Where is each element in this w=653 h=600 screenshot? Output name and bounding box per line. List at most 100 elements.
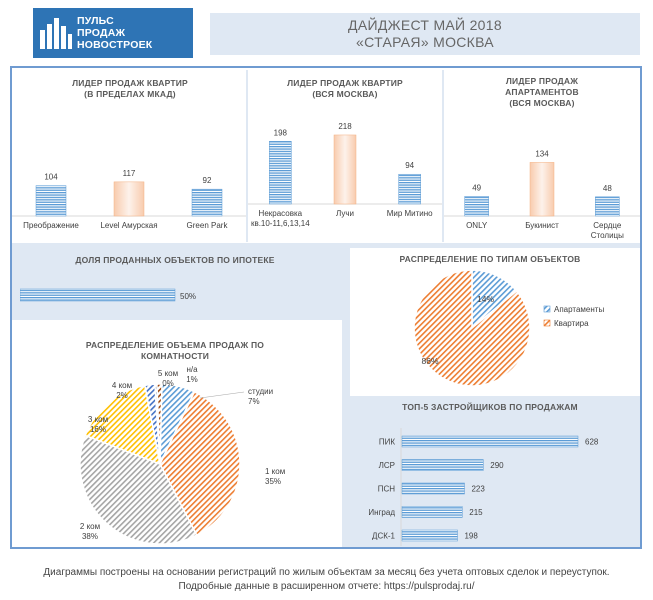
slice-category-label-6: н/а bbox=[186, 365, 198, 374]
value-label-2: 223 bbox=[471, 485, 485, 494]
footer-line-2: Подробные данные в расширенном отчете: h… bbox=[178, 581, 475, 592]
chart1-title: ЛИДЕР ПРОДАЖ КВАРТИР (В ПРЕДЕЛАХ МКАД) bbox=[30, 78, 230, 100]
legend-swatch-0 bbox=[543, 305, 551, 313]
bar-3 bbox=[401, 506, 463, 518]
mortgage-bar bbox=[20, 288, 176, 302]
logo-line-2: ПРОДАЖ bbox=[77, 27, 126, 39]
slice-category-label-1: 1 ком bbox=[265, 467, 285, 476]
chart1-title-line-1: ЛИДЕР ПРОДАЖ КВАРТИР bbox=[72, 78, 188, 88]
divider-1 bbox=[246, 70, 248, 242]
logo-line-1: ПУЛЬС bbox=[77, 15, 114, 27]
category-label-0-0: Преображение bbox=[23, 221, 79, 230]
slice-2 bbox=[79, 434, 198, 544]
category-label-0-0: ONLY bbox=[466, 221, 488, 230]
bar-2 bbox=[398, 173, 421, 205]
category-label-1-0: Лучи bbox=[336, 209, 354, 218]
slice-category-label-2: 2 ком bbox=[80, 522, 100, 531]
slice-value-label-3: 16% bbox=[90, 425, 106, 434]
category-label-1-0: Букинист bbox=[525, 221, 559, 230]
digest-title-line-2: «СТАРАЯ» МОСКВА bbox=[356, 34, 494, 50]
bar-1 bbox=[333, 134, 357, 205]
category-label-2-0: Green Park bbox=[187, 221, 229, 230]
types-title: РАСПРЕДЕЛЕНИЕ ПО ТИПАМ ОБЪЕКТОВ bbox=[399, 254, 581, 264]
slice-0 bbox=[471, 269, 518, 330]
value-label-4: 198 bbox=[464, 532, 478, 541]
band-developers bbox=[342, 396, 640, 547]
bar-2 bbox=[595, 196, 620, 217]
rooms-title-line-1: РАСПРЕДЕЛЕНИЕ ОБЪЕМА ПРОДАЖ ПО bbox=[85, 340, 265, 350]
bar-2 bbox=[401, 482, 465, 495]
bar-0 bbox=[269, 141, 292, 205]
mortgage-value-label: 50% bbox=[180, 292, 196, 301]
category-label-0-0: Некрасовка bbox=[259, 209, 303, 218]
category-label-0-1: кв.10-11,6,13,14 bbox=[251, 219, 310, 228]
slice-label-1: 86% bbox=[421, 356, 438, 366]
bar-4 bbox=[401, 529, 458, 542]
slice-value-label-6: 1% bbox=[186, 375, 198, 384]
slice-category-label-0: студии bbox=[248, 387, 273, 396]
bar-0 bbox=[401, 435, 579, 448]
value-label-2: 48 bbox=[603, 184, 612, 193]
types-pie-chart: 14% 86% Апартаменты Квартира bbox=[413, 269, 604, 387]
chart2-title-line-2: (ВСЯ МОСКВА) bbox=[312, 89, 378, 99]
footer-line-1: Диаграммы построены на основании регистр… bbox=[43, 567, 610, 578]
slice-value-label-4: 2% bbox=[116, 391, 128, 400]
digest-title-line-1: ДАЙДЖЕСТ МАЙ 2018 bbox=[348, 17, 502, 33]
leader-line bbox=[199, 391, 245, 399]
rooms-title-line-2: КОМНАТНОСТИ bbox=[140, 351, 210, 361]
value-label-1: 218 bbox=[338, 122, 352, 131]
value-label-2: 94 bbox=[405, 161, 414, 170]
divider-2 bbox=[442, 70, 444, 242]
value-label-0: 198 bbox=[274, 128, 288, 137]
slice-value-label-2: 38% bbox=[82, 532, 98, 541]
chart3-title-line-1: ЛИДЕР ПРОДАЖ bbox=[505, 76, 579, 86]
category-label-2-0: Сердце bbox=[593, 221, 622, 230]
chart3-title-line-3: (ВСЯ МОСКВА) bbox=[509, 98, 575, 108]
slice-3 bbox=[84, 384, 161, 466]
chart3-title-line-2: АПАРТАМЕНТОВ bbox=[505, 87, 579, 97]
value-label-0: 104 bbox=[44, 173, 58, 182]
value-label-2: 92 bbox=[203, 176, 212, 185]
brand-logo: ПУЛЬС ПРОДАЖ НОВОСТРОЕК bbox=[33, 8, 193, 58]
slice-value-label-1: 35% bbox=[265, 477, 281, 486]
developers-chart: ПИК 628 ЛСР 290 ПСН 223 Инград 215 ДСК-1 198 bbox=[368, 428, 599, 546]
value-label-3: 215 bbox=[469, 508, 483, 517]
bar-0 bbox=[464, 196, 489, 217]
digest-title: ДАЙДЖЕСТ МАЙ 2018 «СТАРАЯ» МОСКВА bbox=[210, 13, 640, 55]
band-gap bbox=[342, 243, 350, 396]
footer-note: Диаграммы построены на основании регистр… bbox=[0, 566, 653, 594]
legend-label-1: Квартира bbox=[554, 319, 589, 328]
slice-label-0: 14% bbox=[477, 294, 494, 304]
category-label-1-0: Level Амурская bbox=[100, 221, 157, 230]
category-label-2: ПСН bbox=[378, 485, 396, 494]
value-label-0: 628 bbox=[585, 438, 599, 447]
chart2-title-line-1: ЛИДЕР ПРОДАЖ КВАРТИР bbox=[287, 78, 403, 88]
category-label-3: Инград bbox=[368, 508, 395, 517]
developers-title: ТОП-5 ЗАСТРОЙЩИКОВ ПО ПРОДАЖАМ bbox=[402, 402, 578, 412]
slice-1 bbox=[413, 269, 531, 387]
chart1-bars: 104 Преображение 117 Level Амурская 92 Green … bbox=[12, 169, 246, 230]
value-label-0: 49 bbox=[472, 183, 481, 192]
chart1-title-line-2: (В ПРЕДЕЛАХ МКАД) bbox=[84, 89, 176, 99]
bar-1 bbox=[529, 162, 555, 217]
slice-category-label-4: 4 ком bbox=[112, 381, 132, 390]
slice-value-label-5: 0% bbox=[162, 379, 174, 388]
slice-1 bbox=[159, 390, 241, 537]
band-mortgage bbox=[12, 243, 342, 320]
category-label-2-0: Мир Митино bbox=[387, 209, 433, 218]
slice-category-label-3: 3 ком bbox=[88, 415, 108, 424]
bar-2 bbox=[191, 188, 223, 217]
category-label-4: ДСК-1 bbox=[372, 532, 396, 541]
value-label-1: 290 bbox=[490, 461, 504, 470]
category-label-2-1: Столицы bbox=[591, 231, 624, 240]
logo-line-3: НОВОСТРОЕК bbox=[77, 39, 153, 51]
bar-1 bbox=[113, 181, 145, 217]
value-label-1: 117 bbox=[123, 169, 136, 178]
slice-value-label-0: 7% bbox=[248, 397, 260, 406]
buildings-icon bbox=[40, 18, 72, 49]
legend-swatch-1 bbox=[543, 319, 551, 327]
category-label-1: ЛСР bbox=[379, 461, 395, 470]
